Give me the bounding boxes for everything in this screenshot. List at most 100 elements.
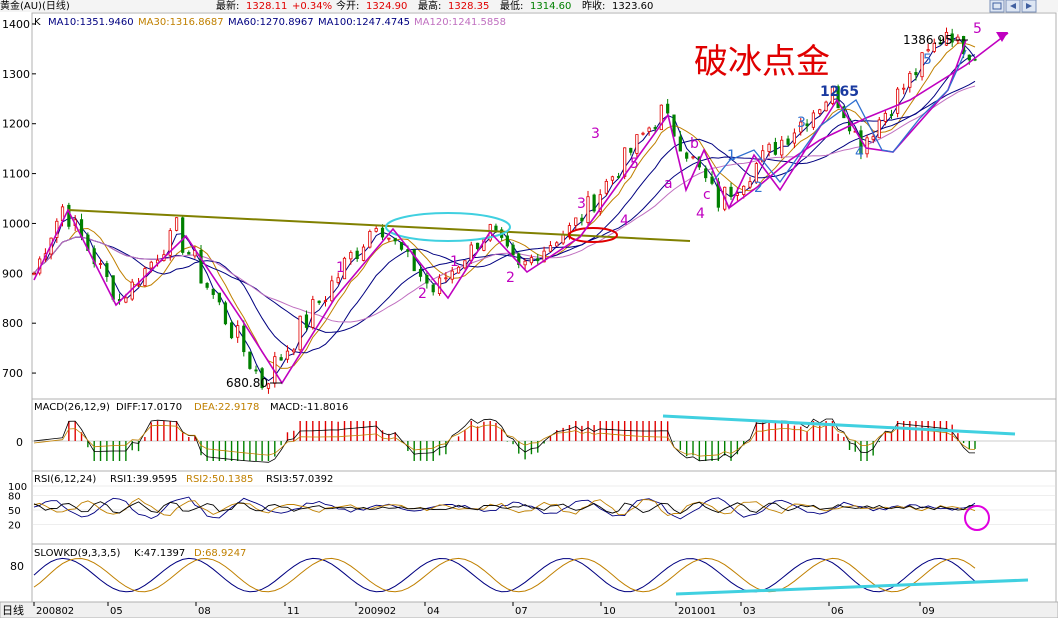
latest-label: 最新:: [216, 0, 239, 12]
candle-body: [444, 277, 448, 280]
low-label: 最低:: [500, 0, 523, 12]
symbol-title: 黄金(AU)(日线): [0, 0, 70, 12]
candle-body: [304, 314, 309, 328]
main-y-tick: 1100: [2, 168, 30, 181]
candle-body: [523, 260, 527, 266]
main-y-tick: 900: [2, 267, 23, 280]
candle-body: [950, 33, 954, 43]
x-axis: 200802 05 08 11 200902 04 07 10 201001 03 06 09: [33, 602, 935, 617]
candle-body: [786, 138, 790, 145]
main-y-tick: 1200: [2, 118, 30, 131]
candle-body: [641, 132, 645, 135]
candle-body: [187, 252, 191, 255]
candle-body: [610, 176, 615, 181]
candle-body: [542, 250, 546, 263]
candle-body: [623, 147, 627, 177]
candle-body: [223, 302, 228, 325]
candle-body: [666, 103, 670, 114]
candle-body: [902, 87, 906, 90]
candle-body: [956, 36, 960, 42]
candle-body: [431, 284, 435, 293]
candle-body: [767, 143, 771, 152]
wave-label-2: 2: [418, 286, 427, 302]
candle-body: [592, 194, 596, 212]
prev-label: 昨收:: [582, 0, 605, 12]
candle-body: [463, 260, 467, 269]
candle-body: [896, 88, 900, 114]
candle-body: [659, 104, 663, 131]
arrow-left-icon: [1010, 3, 1016, 9]
rsi2-value: RSI2:50.1385: [186, 474, 253, 485]
scroll-right-button[interactable]: [1021, 0, 1037, 13]
candle-body: [260, 368, 264, 389]
macd-dea: DEA:22.9178: [194, 402, 259, 413]
candle-body: [805, 123, 809, 127]
candle-body: [938, 42, 942, 45]
rsi-y-tick: 20: [8, 520, 21, 531]
candle-body: [616, 176, 621, 178]
candle-body: [818, 109, 822, 114]
ma120-legend: MA120:1241.5858: [414, 17, 506, 28]
rsi-y-tick: 100: [8, 482, 27, 493]
x-tick: 05: [110, 606, 123, 617]
main-y-tick: 800: [2, 317, 23, 330]
candle-body: [456, 266, 461, 274]
zoom-in-button[interactable]: [989, 0, 1005, 13]
kd-label: SLOWKD(9,3,3,5): [34, 548, 120, 559]
wave-label-a: a: [664, 176, 673, 192]
candle-body: [254, 369, 258, 372]
rsi3-line: [33, 501, 976, 515]
candle-body: [298, 315, 302, 351]
rsi-lines: [33, 496, 976, 520]
candle-body: [635, 134, 639, 154]
kd-k-value: K:47.1397: [134, 548, 185, 559]
zoom-in-icon: [992, 2, 1002, 10]
candle-body: [604, 180, 608, 194]
candle-body: [92, 248, 96, 265]
candle-body: [710, 176, 714, 184]
candle-body: [729, 186, 733, 197]
retest-ellipse: [568, 227, 618, 243]
wave-label-1c: 1: [727, 148, 736, 164]
ma60-legend: MA60:1270.8967: [228, 17, 314, 28]
macd-label: MACD(26,12,9): [34, 402, 110, 413]
rsi-y-tick: 50: [8, 506, 21, 517]
open-value: 1324.90: [366, 1, 407, 12]
prev-value: 1323.60: [612, 1, 653, 12]
candle-body: [211, 288, 215, 295]
kd-d-line: [33, 557, 976, 593]
rsi1-line: [33, 496, 976, 520]
candle-body: [580, 217, 584, 222]
x-tick: 07: [515, 606, 528, 617]
candle-body: [229, 322, 234, 339]
candle-body: [418, 268, 423, 277]
kd-d-value: D:68.9247: [194, 548, 246, 559]
candle-body: [181, 217, 185, 253]
candle-body: [475, 242, 480, 250]
arrow-up-icon: [996, 32, 1008, 42]
wave-labels: 1 2 1 2 3 3 4 5 a b c 4 1 2 3 1265 4 5 5: [336, 21, 982, 302]
candle-body: [883, 112, 887, 122]
x-tick: 09: [922, 606, 935, 617]
wave-label-5: 5: [630, 156, 639, 172]
scroll-left-button[interactable]: [1005, 0, 1021, 13]
candle-body: [399, 242, 404, 250]
rsi-label: RSI(6,12,24): [34, 474, 96, 485]
macd-value: MACD:-11.8016: [270, 402, 348, 413]
kd-k-line: [33, 557, 976, 593]
main-y-tick: 1000: [2, 217, 30, 230]
candle-body: [98, 263, 103, 265]
x-tick: 03: [743, 606, 756, 617]
candle-body: [653, 127, 657, 129]
candle-body: [629, 147, 633, 153]
ma100-legend: MA100:1247.4745: [318, 17, 410, 28]
x-tick: 200902: [358, 606, 396, 617]
macd-histogram: [32, 418, 1056, 463]
candle-body: [685, 152, 689, 159]
wave-label-3c: 3: [797, 115, 806, 131]
candle-body: [336, 277, 340, 283]
rsi1-value: RSI1:39.9595: [110, 474, 177, 485]
candle-body: [199, 249, 203, 284]
main-y-tick: 1300: [2, 68, 30, 81]
